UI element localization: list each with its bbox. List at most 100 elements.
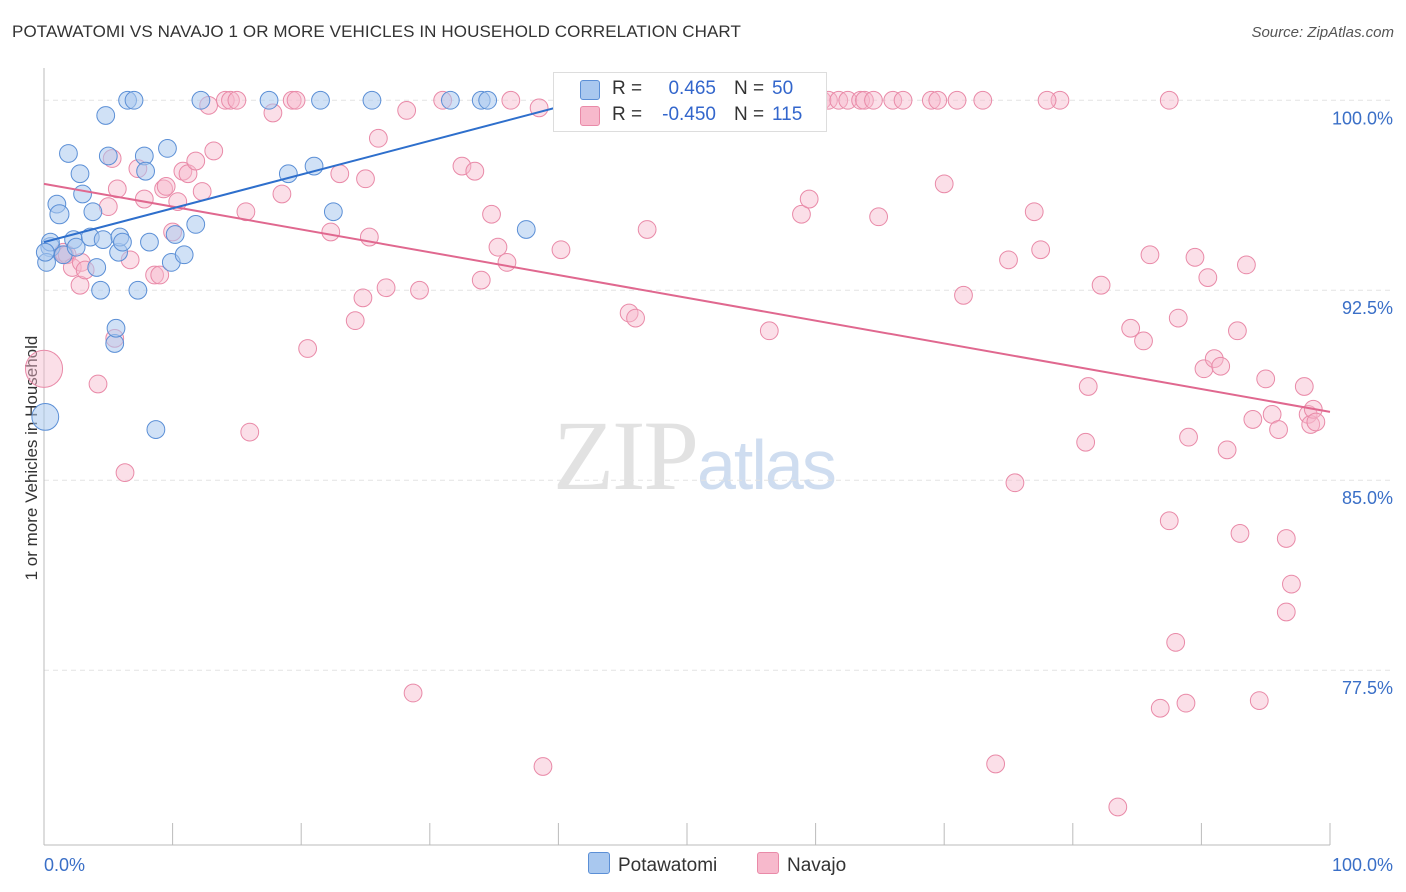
navajo-point (1198, 268, 1218, 287)
trend-lines (43, 99, 1331, 413)
navajo-point (410, 280, 429, 300)
potawatomi-point (93, 230, 113, 249)
y-tick-label: 92.5% (1342, 298, 1393, 318)
legend-navajo[interactable]: Navajo (757, 852, 846, 877)
navajo-point (1078, 377, 1098, 396)
potawatomi-point (323, 202, 343, 222)
potawatomi-point (191, 90, 211, 110)
navajo-point (1176, 693, 1196, 713)
n-label: N = (734, 78, 765, 99)
navajo-point (24, 349, 64, 388)
navajo-point (1024, 202, 1044, 222)
navajo-point (497, 252, 517, 272)
legend-navajo-label: Navajo (787, 855, 847, 876)
potawatomi-point (87, 258, 107, 277)
navajo-point (792, 204, 811, 224)
navajo-point (1249, 691, 1269, 710)
navajo-point (1031, 240, 1051, 260)
navajo-point (934, 174, 954, 194)
legend-navajo-swatch (757, 852, 779, 874)
potawatomi-point (259, 90, 279, 110)
navajo-point (1306, 412, 1326, 432)
r-label: R = (612, 104, 643, 125)
navajo-point (282, 90, 302, 110)
n-label: N = (734, 104, 765, 125)
navajo-point (619, 303, 639, 323)
navajo-point (954, 285, 973, 305)
potawatomi-point (146, 420, 166, 439)
navajo-point (947, 90, 967, 110)
navajo-point (1269, 420, 1288, 439)
navajo-point (397, 101, 417, 120)
potawatomi-point (128, 280, 148, 300)
stats-row-potawatomi: R = 0.465 N = 50 (554, 76, 826, 102)
navajo-point (376, 278, 396, 298)
navajo-point (1150, 698, 1170, 718)
r-value: -0.450 (662, 104, 716, 125)
n-value: 115 (772, 104, 803, 125)
potawatomi-point (478, 90, 498, 110)
navajo-point (626, 308, 645, 328)
navajo-point (864, 90, 883, 110)
potawatomi-point (59, 144, 78, 163)
navajo-point (1256, 369, 1276, 389)
potawatomi-point (106, 318, 126, 338)
navajo-point (1140, 245, 1160, 265)
navajo-point (1294, 377, 1314, 396)
potawatomi-point (35, 242, 55, 262)
navajo-point (330, 164, 350, 184)
navajo-point (999, 250, 1018, 270)
navajo-point (501, 90, 521, 110)
navajo-point (1091, 275, 1111, 295)
navajo-point (1301, 415, 1321, 434)
x-tick-label: 0.0% (44, 855, 85, 875)
navajo-point (1037, 90, 1057, 110)
navajo-point (1076, 432, 1096, 452)
navajo-point (286, 90, 306, 110)
x-tick-label: 100.0% (1332, 855, 1393, 875)
navajo-point (186, 151, 206, 171)
navajo-point (551, 240, 571, 260)
legend-potawatomi[interactable]: Potawatomi (588, 852, 717, 877)
potawatomi-point (98, 146, 118, 166)
potawatomi-point (96, 106, 116, 125)
chart-title: POTAWATOMI VS NAVAJO 1 OR MORE VEHICLES … (12, 22, 741, 41)
navajo-point (115, 463, 135, 483)
navajo-swatch (580, 106, 600, 126)
navajo-point (1050, 90, 1070, 110)
stats-row-navajo: R = -0.450 N = 115 (554, 102, 826, 128)
watermark-zip: ZIP (553, 400, 699, 511)
navajo-point (356, 169, 375, 189)
navajo-point (1217, 440, 1237, 460)
navajo-point (1276, 529, 1296, 548)
navajo-point (403, 683, 423, 703)
navajo-point (893, 90, 913, 110)
potawatomi-point (113, 232, 132, 252)
navajo-point (799, 189, 819, 209)
navajo-point (221, 90, 240, 110)
navajo-point (345, 311, 365, 331)
potawatomi-point (516, 220, 536, 239)
potawatomi-point (124, 90, 144, 110)
navajo-point (1243, 410, 1263, 429)
y-tick-label: 100.0% (1332, 108, 1393, 128)
grid-layer (44, 99, 1394, 671)
navajo-point (156, 177, 176, 196)
source-label: Source: ZipAtlas.com (1251, 24, 1394, 41)
navajo-point (1159, 511, 1179, 531)
watermark: ZIPatlas (553, 398, 837, 513)
navajo-point (838, 90, 858, 110)
navajo-point (1179, 427, 1198, 447)
r-value: 0.465 (668, 78, 716, 99)
navajo-point (88, 374, 108, 394)
navajo-point (488, 237, 508, 257)
navajo-point (70, 275, 90, 295)
navajo-point (1282, 574, 1301, 594)
navajo-point (272, 184, 292, 204)
potawatomi-point (136, 161, 155, 181)
navajo-point (240, 422, 260, 442)
navajo-point (986, 754, 1006, 774)
y-tick-label: 77.5% (1342, 678, 1393, 698)
potawatomi-point (91, 280, 110, 300)
navajo-point (1276, 602, 1296, 622)
